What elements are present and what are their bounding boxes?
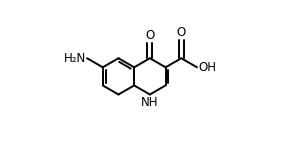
Text: NH: NH bbox=[141, 96, 159, 109]
Text: OH: OH bbox=[198, 61, 216, 74]
Text: O: O bbox=[145, 29, 154, 42]
Text: H₂N: H₂N bbox=[64, 52, 86, 65]
Text: O: O bbox=[177, 26, 186, 39]
